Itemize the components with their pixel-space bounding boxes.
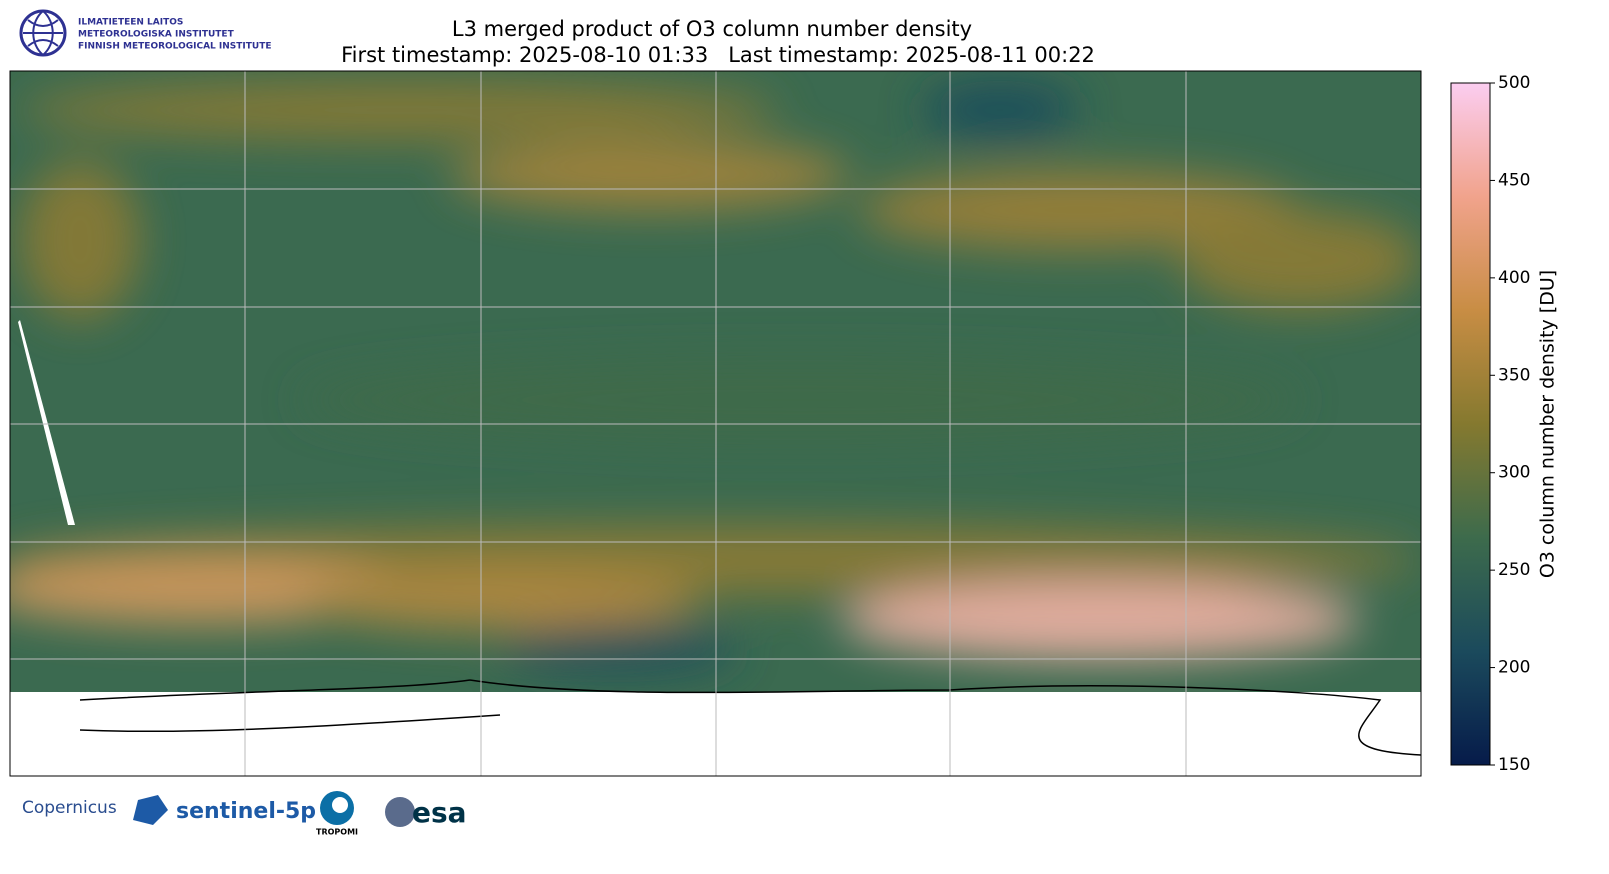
map-frame (9, 70, 1422, 777)
logo-sentinel: sentinel-5p (176, 799, 316, 824)
map (10, 71, 1421, 776)
colorbar-tick-label: 300 (1498, 463, 1530, 483)
colorbar-tick-label: 200 (1498, 658, 1530, 678)
colorbar: 150 200 250 300 350 400 450 500 (1450, 73, 1530, 775)
tropomi-icon (332, 797, 348, 813)
title: L3 merged product of O3 column number de… (452, 17, 972, 41)
sentinel-icon (133, 795, 168, 825)
logo-tropomi: TROPOMI (316, 828, 358, 837)
esa-icon (385, 797, 415, 827)
logo-copernicus: Copernicus (22, 798, 117, 818)
logo-line: FINNISH METEOROLOGICAL INSTITUTE (78, 42, 272, 52)
subtitle: First timestamp: 2025-08-10 01:33 Last t… (341, 43, 1095, 67)
colorbar-tick-label: 400 (1498, 268, 1530, 288)
logo-line: ILMATIETEEN LAITOS (78, 18, 183, 28)
colorbar-ramp (1450, 82, 1491, 766)
colorbar-tick-label: 250 (1498, 560, 1530, 580)
colorbar-tick-label: 150 (1498, 755, 1530, 775)
colorbar-label: O3 column number density [DU] (1537, 270, 1559, 578)
colorbar-tick-label: 350 (1498, 365, 1530, 385)
graticule (10, 71, 1421, 776)
logo-line: METEOROLOGISKA INSTITUTET (78, 30, 235, 40)
logo-esa: esa (412, 796, 467, 829)
colorbar-tick-label: 450 (1498, 170, 1530, 190)
colorbar-tick-label: 500 (1498, 73, 1530, 93)
fmi-logo: ILMATIETEEN LAITOS METEOROLOGISKA INSTIT… (19, 9, 272, 57)
